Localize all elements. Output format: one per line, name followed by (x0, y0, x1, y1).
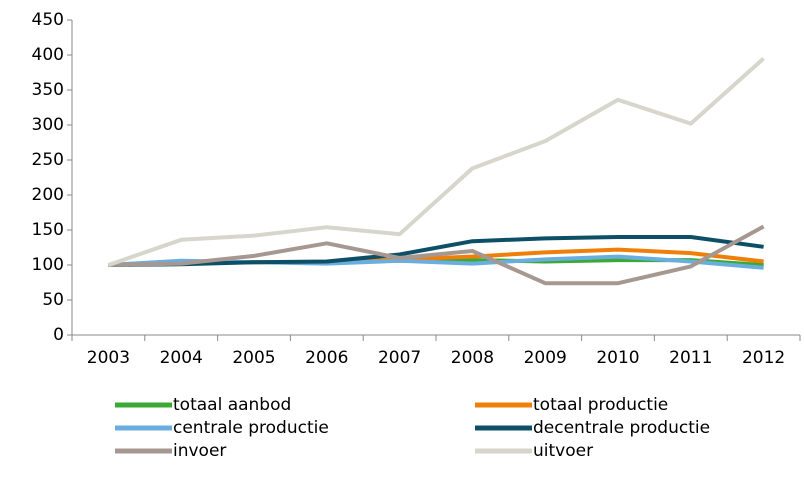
x-tick-label: 2012 (742, 348, 785, 368)
y-tick-label: 400 (32, 45, 64, 65)
x-tick-label: 2005 (232, 348, 275, 368)
y-tick-label: 50 (42, 290, 64, 310)
series-line (108, 224, 765, 286)
legend-label: totaal aanbod (173, 395, 291, 415)
legend-label: uitvoer (533, 441, 593, 461)
x-tick-label: 2003 (87, 348, 130, 368)
y-tick-label: 150 (32, 220, 64, 240)
x-tick-label: 2007 (378, 348, 421, 368)
y-tick-label: 350 (32, 80, 64, 100)
series-line (107, 57, 765, 267)
x-tick-label: 2011 (669, 348, 712, 368)
y-tick-label: 200 (32, 185, 64, 205)
legend-label: decentrale productie (533, 418, 710, 438)
legend-label: invoer (173, 441, 226, 461)
x-tick-label: 2010 (596, 348, 639, 368)
legend-label: totaal productie (533, 395, 668, 415)
x-tick-label: 2004 (160, 348, 203, 368)
series-line (108, 235, 764, 267)
y-tick-label: 300 (32, 115, 64, 135)
x-tick-label: 2008 (451, 348, 494, 368)
x-tick-label: 2009 (524, 348, 567, 368)
x-tick-label: 2006 (305, 348, 348, 368)
y-tick-label: 450 (32, 10, 64, 30)
y-tick-label: 0 (53, 325, 64, 345)
y-tick-label: 250 (32, 150, 64, 170)
legend-label: centrale productie (173, 418, 329, 438)
y-tick-label: 100 (32, 255, 64, 275)
